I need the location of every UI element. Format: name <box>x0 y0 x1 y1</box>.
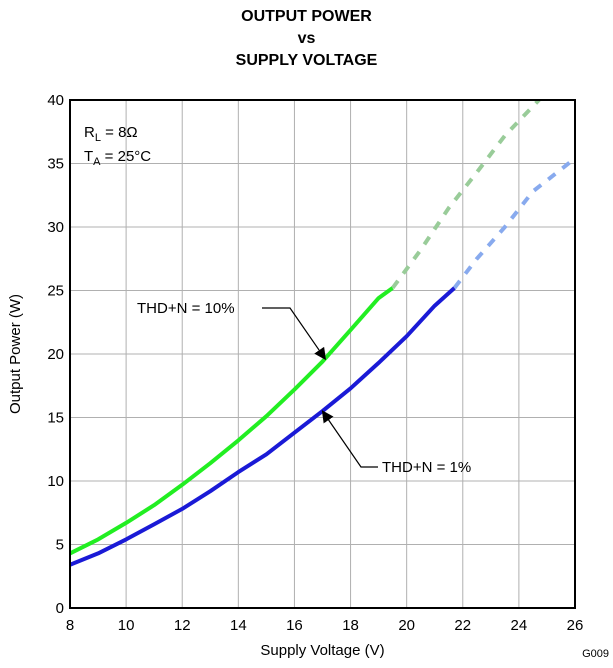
series-1-line <box>70 286 394 556</box>
x-tick-label: 18 <box>342 617 359 634</box>
y-tick-label: 25 <box>47 283 64 300</box>
x-tick-label: 14 <box>230 617 247 634</box>
chart-title-line-2: vs <box>297 30 316 47</box>
x-tick-label: 20 <box>398 617 415 634</box>
series-1-extrapolated-line <box>390 100 542 290</box>
series-2-extrapolated-line <box>452 156 575 290</box>
x-tick-label: 22 <box>454 617 471 634</box>
series-1-annotation-arrow <box>262 307 326 361</box>
y-tick-label: 15 <box>47 410 64 427</box>
load-resistance-note: RL = 8Ω <box>84 124 138 144</box>
y-tick-label: 10 <box>47 473 64 490</box>
ambient-temp-note: TA = 25°C <box>84 148 151 168</box>
series-2-line <box>70 286 456 567</box>
series-1-annotation-label: THD+N = 10% <box>137 300 235 317</box>
y-tick-label: 30 <box>47 219 64 236</box>
chart-title-line-1: OUTPUT POWER <box>241 8 372 25</box>
y-tick-label: 40 <box>47 92 64 109</box>
x-tick-label: 24 <box>511 617 528 634</box>
y-axis-label: Output Power (W) <box>7 294 24 414</box>
x-tick-label: 12 <box>174 617 191 634</box>
plot-frame <box>69 99 576 609</box>
x-tick-label: 10 <box>118 617 135 634</box>
x-tick-label: 26 <box>567 617 584 634</box>
figure-code: G009 <box>582 648 609 660</box>
y-tick-label: 0 <box>56 600 64 617</box>
series-2-annotation-label: THD+N = 1% <box>382 459 471 476</box>
y-tick-label: 35 <box>47 156 64 173</box>
x-axis-label: Supply Voltage (V) <box>260 642 384 659</box>
x-tick-label: 8 <box>66 617 74 634</box>
chart-title-line-3: SUPPLY VOLTAGE <box>235 52 378 69</box>
series-2-annotation-arrow <box>321 410 378 468</box>
y-tick-label: 20 <box>47 346 64 363</box>
y-tick-label: 5 <box>56 537 64 554</box>
x-tick-label: 16 <box>286 617 303 634</box>
